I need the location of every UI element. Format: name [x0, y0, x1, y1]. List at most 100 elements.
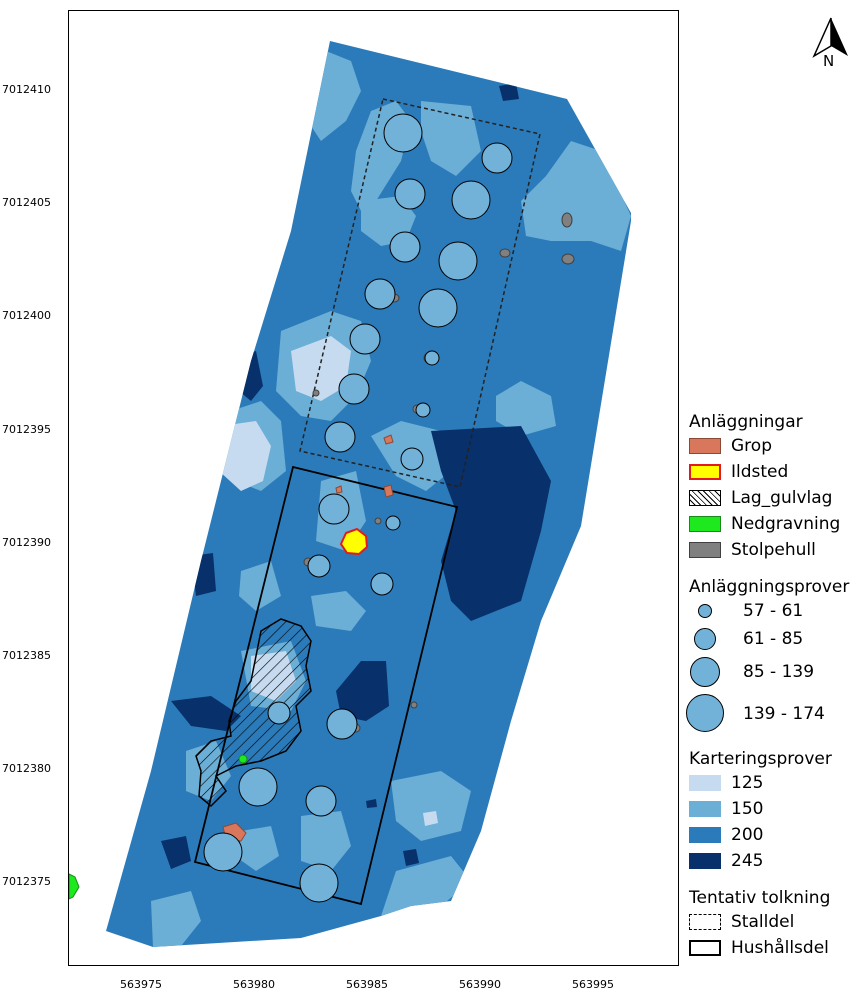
legend-label-125: 125	[731, 773, 764, 793]
sample-circle[interactable]	[338, 373, 370, 405]
zone-245	[403, 849, 419, 866]
zone-150	[421, 101, 481, 176]
sample-circle[interactable]	[324, 421, 356, 453]
legend-circle-medium	[694, 628, 716, 650]
legend-swatch-stalldel	[689, 914, 721, 930]
sample-circle[interactable]	[203, 832, 243, 872]
sample-circle[interactable]	[415, 402, 431, 418]
sample-circle[interactable]	[385, 515, 401, 531]
legend-swatch-245	[689, 853, 721, 869]
zone-150	[496, 381, 556, 436]
y-tick-label: 7012410	[2, 83, 51, 96]
zone-150	[521, 141, 631, 251]
legend-samples-title: Anläggningsprover	[689, 577, 850, 597]
sample-circle[interactable]	[305, 785, 337, 817]
sample-circle[interactable]	[299, 863, 339, 903]
sample-circle[interactable]	[326, 708, 358, 740]
sample-circles	[203, 113, 513, 903]
zone-150	[311, 591, 366, 631]
sample-circle[interactable]	[400, 447, 424, 471]
legend-circle-large	[690, 657, 720, 687]
sample-circle[interactable]	[238, 767, 278, 807]
grop-feature[interactable]	[335, 485, 343, 494]
north-arrow-label: N	[823, 52, 835, 70]
survey-area	[106, 41, 631, 947]
legend-features-title: Anläggningar	[689, 412, 803, 432]
map-frame[interactable]	[68, 10, 679, 966]
sample-circle[interactable]	[418, 288, 458, 328]
zone-245	[171, 696, 241, 731]
legend-interpretation-title: Tentativ tolkning	[689, 888, 831, 908]
x-tick-label: 563975	[120, 978, 162, 991]
legend-label-lag-gulvlag: Lag_gulvlag	[731, 488, 833, 508]
stolpehull-feature[interactable]	[499, 248, 511, 258]
sample-circle[interactable]	[424, 350, 440, 366]
legend-circle-xlarge	[686, 694, 724, 732]
legend-swatch-ildsted	[689, 464, 721, 480]
map-canvas[interactable]	[69, 11, 679, 966]
ildsted-feature[interactable]	[339, 527, 369, 556]
sample-circle[interactable]	[481, 142, 513, 174]
sample-circle[interactable]	[364, 278, 396, 310]
y-tick-label: 7012385	[2, 649, 51, 662]
y-tick-label: 7012380	[2, 762, 51, 775]
legend-label-hushallsdel: Hushållsdel	[731, 938, 829, 958]
legend-samples-label: 139 - 174	[743, 704, 825, 724]
nedgravning-feature[interactable]	[238, 754, 248, 764]
legend-samples-label: 57 - 61	[743, 601, 804, 621]
stalldel-outline[interactable]	[299, 98, 541, 488]
stolpehull-feature[interactable]	[561, 253, 575, 265]
zone-150	[151, 891, 201, 947]
legend-label-150: 150	[731, 799, 764, 819]
stolpehull-feature[interactable]	[312, 389, 320, 397]
zone-245	[336, 661, 389, 721]
y-tick-label: 7012405	[2, 196, 51, 209]
legend-label-245: 245	[731, 851, 764, 871]
hushallsdel-outline[interactable]	[193, 465, 459, 906]
grop-feature[interactable]	[383, 434, 394, 445]
stolpehull-feature[interactable]	[561, 212, 573, 228]
sample-circle[interactable]	[370, 572, 394, 596]
y-tick-label: 7012395	[2, 423, 51, 436]
sample-circle[interactable]	[438, 241, 478, 281]
legend-label-nedgravning: Nedgravning	[731, 514, 841, 534]
legend-label-grop: Grop	[731, 436, 772, 456]
nedgravning-edge[interactable]	[69, 873, 80, 900]
sample-circle[interactable]	[307, 554, 331, 578]
sample-circle[interactable]	[394, 178, 426, 210]
legend-swatch-200	[689, 827, 721, 843]
zone-125	[219, 421, 271, 491]
legend-swatch-stolpehull	[689, 542, 721, 558]
zone-150	[391, 771, 471, 841]
legend-swatch-nedgravning	[689, 516, 721, 532]
zone-245	[366, 799, 377, 808]
stolpehull-feature[interactable]	[374, 517, 382, 525]
legend-label-stalldel: Stalldel	[731, 912, 795, 932]
x-tick-label: 563995	[572, 978, 614, 991]
x-tick-label: 563990	[459, 978, 501, 991]
stolpehull-feature[interactable]	[410, 701, 418, 709]
legend-samples-label: 85 - 139	[743, 662, 815, 682]
legend-label-ildsted: Ildsted	[731, 462, 789, 482]
sample-circle[interactable]	[451, 180, 491, 220]
grop-feature[interactable]	[383, 484, 394, 498]
zone-245	[431, 426, 551, 621]
zone-245	[499, 83, 519, 101]
y-tick-label: 7012390	[2, 536, 51, 549]
zone-245	[161, 836, 191, 869]
sample-circle[interactable]	[267, 701, 291, 725]
zone-150	[239, 561, 281, 611]
sample-circle[interactable]	[349, 323, 381, 355]
sample-circle[interactable]	[318, 493, 350, 525]
north-arrow: N	[812, 16, 850, 72]
legend-swatch-lag-gulvlag	[689, 490, 721, 506]
sample-circle[interactable]	[389, 231, 421, 263]
x-tick-label: 563980	[233, 978, 275, 991]
zone-150	[239, 826, 279, 871]
legend-label-200: 200	[731, 825, 764, 845]
sample-circle[interactable]	[383, 113, 423, 153]
y-tick-label: 7012375	[2, 875, 51, 888]
legend-circle-small	[698, 604, 712, 618]
zone-150	[381, 856, 471, 916]
x-tick-label: 563985	[346, 978, 388, 991]
